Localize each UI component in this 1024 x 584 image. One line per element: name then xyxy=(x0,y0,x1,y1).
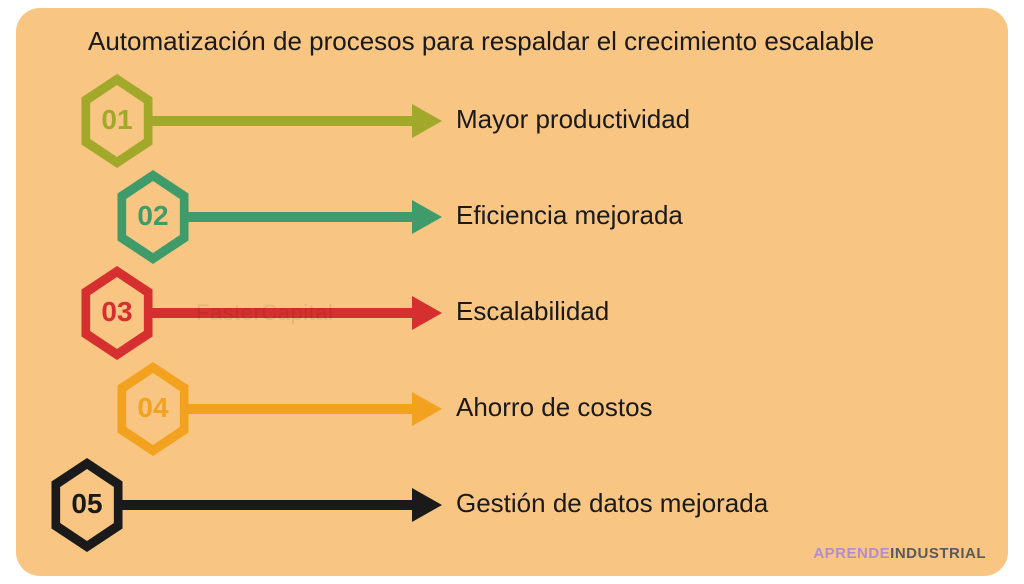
infographic-card: Automatización de procesos para respalda… xyxy=(16,8,1008,576)
hexagon-badge: 04 xyxy=(112,362,194,456)
step-label: Eficiencia mejorada xyxy=(456,200,683,231)
step-label: Mayor productividad xyxy=(456,104,690,135)
hexagon-badge: 05 xyxy=(46,458,128,552)
step-number: 01 xyxy=(86,104,148,136)
arrow-line xyxy=(122,500,414,510)
arrow-head-icon xyxy=(412,296,442,330)
arrow-head-icon xyxy=(412,104,442,138)
brand-part1: APRENDE xyxy=(813,545,890,562)
arrow-head-icon xyxy=(412,392,442,426)
step-number: 03 xyxy=(86,296,148,328)
arrow-line xyxy=(152,116,414,126)
list-item: 02 Eficiencia mejorada xyxy=(16,170,1008,260)
arrow-head-icon xyxy=(412,200,442,234)
list-item: 04 Ahorro de costos xyxy=(16,362,1008,452)
step-label: Gestión de datos mejorada xyxy=(456,488,768,519)
infographic-title: Automatización de procesos para respalda… xyxy=(88,26,874,57)
brand-part2: INDUSTRIAL xyxy=(890,545,986,562)
list-item: 05 Gestión de datos mejorada xyxy=(16,458,1008,548)
arrow-line xyxy=(188,404,414,414)
list-item: 03 Escalabilidad xyxy=(16,266,1008,356)
step-number: 05 xyxy=(56,488,118,520)
step-number: 02 xyxy=(122,200,184,232)
step-label: Ahorro de costos xyxy=(456,392,653,423)
arrow-head-icon xyxy=(412,488,442,522)
watermark-text: FasterCapital xyxy=(196,300,333,326)
step-label: Escalabilidad xyxy=(456,296,609,327)
brand-logo: APRENDEINDUSTRIAL xyxy=(813,545,986,562)
list-item: 01 Mayor productividad xyxy=(16,74,1008,164)
hexagon-badge: 03 xyxy=(76,266,158,360)
step-number: 04 xyxy=(122,392,184,424)
hexagon-badge: 01 xyxy=(76,74,158,168)
hexagon-badge: 02 xyxy=(112,170,194,264)
arrow-line xyxy=(188,212,414,222)
